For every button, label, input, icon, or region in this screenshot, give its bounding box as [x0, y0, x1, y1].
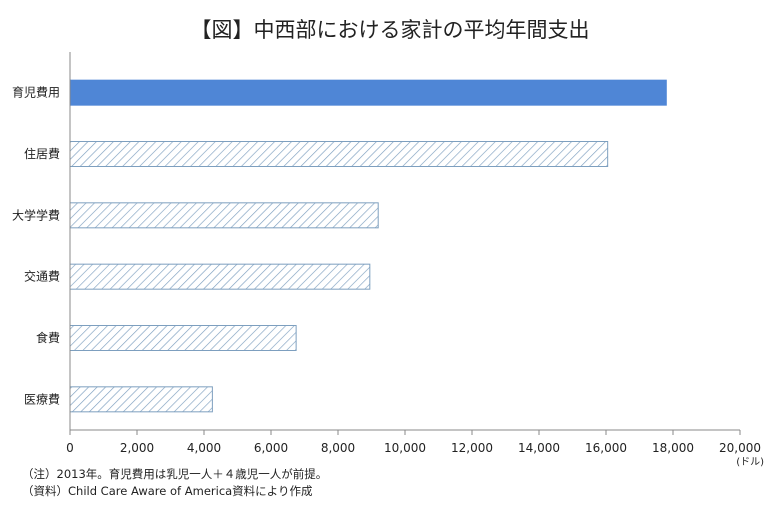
unit-label: (ドル)	[736, 457, 764, 468]
bar-2	[69, 141, 609, 167]
category-label-5: 食費	[36, 330, 60, 345]
x-tick-label-0: 0	[66, 441, 74, 455]
bar-6	[69, 386, 213, 413]
bar-5	[69, 325, 297, 351]
chart-title: 【図】中西部における家計の平均年間支出	[190, 18, 590, 42]
bars-group	[69, 79, 667, 413]
bar-4	[69, 263, 371, 290]
bar-3	[69, 202, 379, 229]
x-tick-label-1: 2,000	[120, 441, 154, 455]
x-tick-label-9: 18,000	[652, 441, 694, 455]
source-caption: （資料）Child Care Aware of America資料により作成	[22, 484, 313, 498]
x-tick-label-10: 20,000	[719, 441, 761, 455]
x-tick-label-4: 8,000	[321, 441, 355, 455]
x-tick-label-7: 14,000	[518, 441, 560, 455]
x-tick-label-5: 10,000	[384, 441, 426, 455]
note-caption: （注）2013年。育児費用は乳児一人＋４歳児一人が前提。	[22, 467, 328, 481]
category-label-3: 大学学費	[12, 207, 60, 222]
x-axis: 0 2,000 4,000 6,000 8,000 10,000 12,000 14,000 1…	[66, 52, 764, 468]
category-label-2: 住居費	[24, 146, 60, 161]
bar-1	[69, 79, 667, 106]
category-label-6: 医療費	[24, 391, 60, 406]
x-tick-label-2: 4,000	[187, 441, 221, 455]
category-label-1: 育児費用	[12, 85, 60, 100]
x-tick-label-8: 16,000	[585, 441, 627, 455]
category-label-4: 交通費	[24, 269, 60, 284]
x-tick-label-6: 12,000	[451, 441, 493, 455]
x-tick-label-3: 6,000	[254, 441, 288, 455]
